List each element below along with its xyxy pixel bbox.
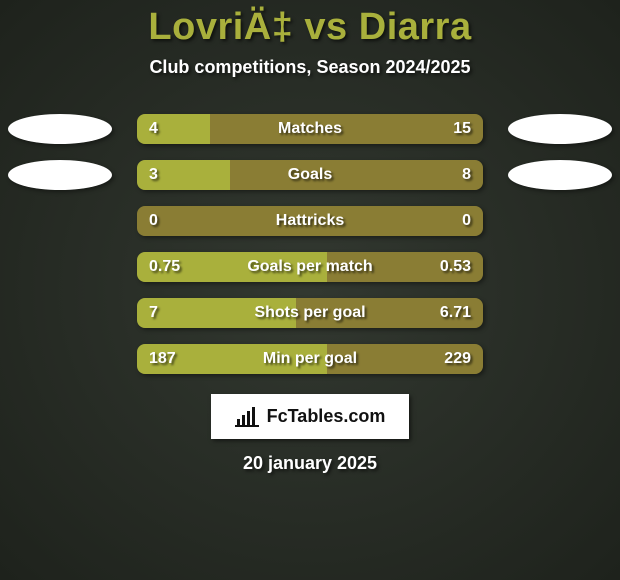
page-subtitle: Club competitions, Season 2024/2025 xyxy=(149,57,470,78)
stat-row: 187 Min per goal 229 xyxy=(0,344,620,374)
brand-badge: FcTables.com xyxy=(211,394,410,439)
stat-value-right: 229 xyxy=(444,350,471,368)
stat-value-left: 187 xyxy=(149,350,176,368)
brand-text: FcTables.com xyxy=(267,406,386,427)
stat-label: Goals xyxy=(288,166,332,184)
stat-value-right: 8 xyxy=(462,166,471,184)
stat-bar-overlay: 3 Goals 8 xyxy=(137,160,483,190)
stats-list: 4 Matches 15 3 Goals 8 0 Hattricks 0 0.75 Goals pe… xyxy=(0,114,620,374)
stat-label: Shots per goal xyxy=(254,304,365,322)
snapshot-date: 20 january 2025 xyxy=(243,453,377,474)
stat-bar-overlay: 0.75 Goals per match 0.53 xyxy=(137,252,483,282)
stat-label: Matches xyxy=(278,120,342,138)
stat-value-left: 0 xyxy=(149,212,158,230)
stat-bar-overlay: 7 Shots per goal 6.71 xyxy=(137,298,483,328)
stat-row: 7 Shots per goal 6.71 xyxy=(0,298,620,328)
stat-bar: 7 Shots per goal 6.71 xyxy=(137,298,483,328)
team-badge-right xyxy=(508,114,612,144)
team-badge-left xyxy=(8,114,112,144)
stat-bar: 0 Hattricks 0 xyxy=(137,206,483,236)
brand-chart-icon xyxy=(235,407,259,427)
stat-bar: 3 Goals 8 xyxy=(137,160,483,190)
stat-value-right: 6.71 xyxy=(440,304,471,322)
team-badge-left xyxy=(8,160,112,190)
stat-bar: 187 Min per goal 229 xyxy=(137,344,483,374)
stat-row: 0 Hattricks 0 xyxy=(0,206,620,236)
stat-row: 0.75 Goals per match 0.53 xyxy=(0,252,620,282)
stat-value-left: 3 xyxy=(149,166,158,184)
stat-value-left: 7 xyxy=(149,304,158,322)
stat-bar-overlay: 187 Min per goal 229 xyxy=(137,344,483,374)
stat-row: 3 Goals 8 xyxy=(0,160,620,190)
stat-label: Min per goal xyxy=(263,350,357,368)
comparison-card: LovriÄ‡ vs Diarra Club competitions, Sea… xyxy=(0,0,620,580)
stat-bar-overlay: 0 Hattricks 0 xyxy=(137,206,483,236)
stat-value-right: 0.53 xyxy=(440,258,471,276)
stat-bar: 0.75 Goals per match 0.53 xyxy=(137,252,483,282)
stat-label: Goals per match xyxy=(247,258,372,276)
stat-row: 4 Matches 15 xyxy=(0,114,620,144)
stat-bar: 4 Matches 15 xyxy=(137,114,483,144)
team-badge-right xyxy=(508,160,612,190)
stat-value-left: 4 xyxy=(149,120,158,138)
stat-label: Hattricks xyxy=(276,212,344,230)
stat-value-right: 0 xyxy=(462,212,471,230)
stat-value-right: 15 xyxy=(453,120,471,138)
page-title: LovriÄ‡ vs Diarra xyxy=(148,6,471,49)
stat-bar-overlay: 4 Matches 15 xyxy=(137,114,483,144)
stat-value-left: 0.75 xyxy=(149,258,180,276)
